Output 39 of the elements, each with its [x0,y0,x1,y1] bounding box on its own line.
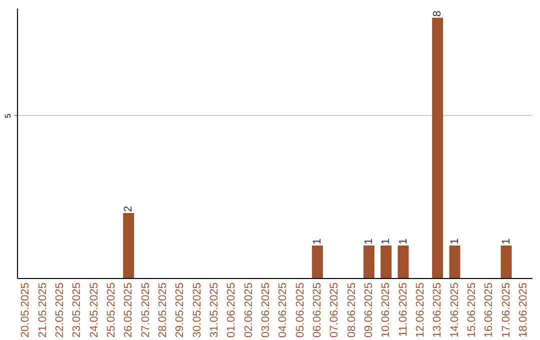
x-tick-label: 18.06.2025 [517,282,530,338]
x-tick-label: 22.05.2025 [54,282,66,338]
data-label: 8 [432,10,444,17]
data-label: 2 [122,206,135,212]
x-tick-label: 21.05.2025 [36,282,49,338]
x-tick-label: 24.05.2025 [88,282,100,338]
data-label: 1 [362,238,375,244]
x-tick-label: 01.06.2025 [226,282,238,338]
y-tick-label: 5 [4,113,12,118]
x-tick-label: 14.06.2025 [448,282,461,338]
x-tick-label: 09.06.2025 [362,282,375,338]
x-tick-label: 28.05.2025 [156,282,169,338]
x-tick-label: 30.05.2025 [191,282,204,338]
x-tick-label: 06.06.2025 [311,282,324,338]
data-label: 1 [311,238,324,244]
x-tick-label: 29.05.2025 [174,282,186,338]
x-tick-label: 05.06.2025 [294,282,306,338]
data-label: 1 [380,238,392,244]
x-tick-label: 16.06.2025 [483,282,496,338]
x-tick-label: 23.05.2025 [71,282,84,338]
x-tick-label: 20.05.2025 [20,282,32,338]
x-tick-label: 13.06.2025 [432,282,444,338]
x-tick-label: 04.06.2025 [277,282,290,338]
x-tick-label: 26.05.2025 [122,282,135,338]
data-label: 1 [500,238,512,244]
x-tick-label: 08.06.2025 [346,282,358,338]
x-tick-label: 02.06.2025 [242,282,255,338]
x-tick-label: 07.06.2025 [328,282,341,338]
data-label: 1 [448,238,461,244]
x-tick-label: 12.06.2025 [414,282,426,338]
x-tick-label: 03.06.2025 [260,282,272,338]
x-tick-label: 25.05.2025 [105,282,118,338]
x-tick-label: 17.06.2025 [500,282,512,338]
x-tick-label: 11.06.2025 [397,282,410,337]
x-tick-label: 10.06.2025 [380,282,392,338]
data-label: 1 [397,238,410,244]
x-tick-label: 15.06.2025 [466,282,478,338]
x-tick-label: 31.05.2025 [208,282,220,338]
x-tick-label: 27.05.2025 [140,282,152,338]
